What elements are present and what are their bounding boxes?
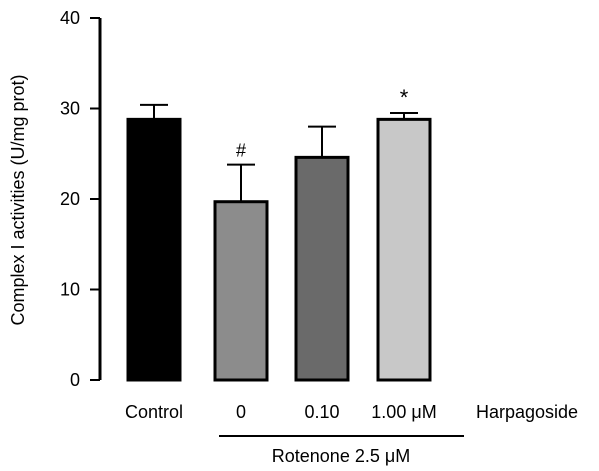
series-label: Harpagoside	[476, 402, 578, 422]
x-tick-label: 0.10	[304, 402, 339, 422]
x-tick-label: 0	[236, 402, 246, 422]
x-tick-label: Control	[125, 402, 183, 422]
y-tick-label: 30	[60, 99, 80, 119]
bar	[376, 117, 432, 382]
x-tick-label: 1.00 μM	[371, 402, 436, 422]
bar	[213, 200, 269, 382]
y-tick-label: 20	[60, 189, 80, 209]
x-axis-labels: Control 0 0.10 1.00 μM	[125, 402, 437, 422]
significance-marker: #	[236, 141, 246, 161]
y-tick-label: 40	[60, 8, 80, 28]
bar	[294, 155, 350, 382]
y-axis-ticks: 0 10 20 30 40	[60, 8, 100, 390]
bar	[126, 117, 182, 382]
y-tick-label: 0	[70, 370, 80, 390]
y-axis-label: Complex I activities (U/mg prot)	[8, 74, 28, 325]
group-label: Rotenone 2.5 μM	[272, 446, 410, 466]
y-tick-label: 10	[60, 280, 80, 300]
significance-marker: *	[400, 85, 409, 110]
bars: #*	[126, 85, 432, 382]
